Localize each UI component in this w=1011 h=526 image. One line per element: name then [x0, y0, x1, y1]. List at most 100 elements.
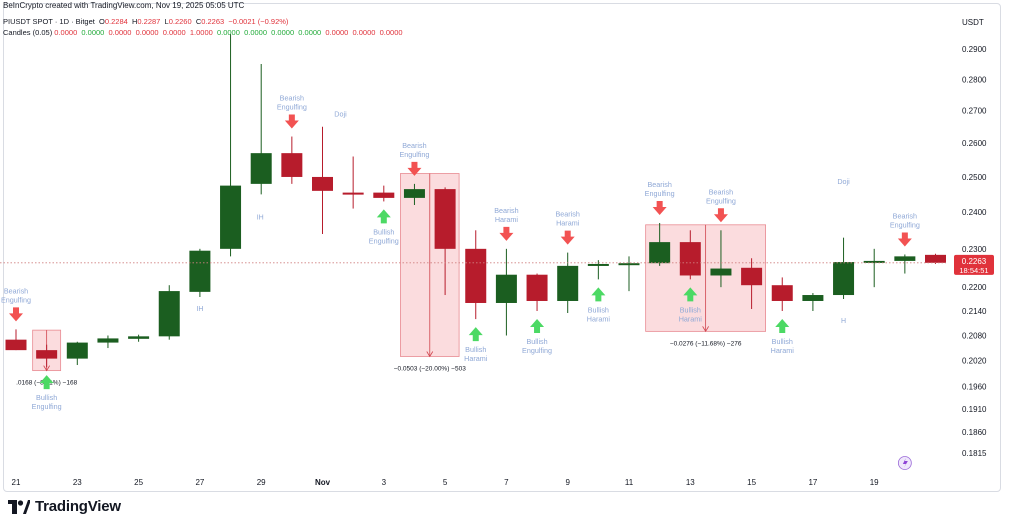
- pattern-label: Harami: [587, 314, 611, 323]
- pattern-label: Bearish: [647, 180, 671, 189]
- pattern-label: Engulfing: [399, 150, 429, 159]
- pattern-label: Bearish: [494, 206, 518, 215]
- pattern-label: Bullish: [526, 337, 547, 346]
- indicator-value: 0.0000: [81, 28, 109, 37]
- candle-body-up: [495, 274, 517, 303]
- y-tick-label: 0.1860: [962, 428, 987, 437]
- price-tag: [954, 254, 994, 275]
- indicator-value: 0.0000: [216, 28, 245, 37]
- pattern-label: Harami: [556, 219, 580, 228]
- candle-body-down: [342, 192, 364, 195]
- change-value: −0.0021 (−0.92%): [228, 17, 289, 26]
- pattern-label: Engulfing: [890, 220, 920, 229]
- y-tick-label: 0.2080: [962, 332, 987, 341]
- candle-body-down: [465, 248, 487, 303]
- x-tick-label: 25: [134, 478, 143, 487]
- y-tick-label: 0.2500: [962, 173, 987, 182]
- pattern-label: Bullish: [680, 305, 701, 314]
- high-value: 0.2287: [137, 17, 161, 26]
- y-tick-label: 0.2600: [962, 139, 987, 148]
- indicator-value: 0.0000: [298, 28, 326, 37]
- up-arrow-icon: [591, 287, 606, 302]
- pattern-label: Engulfing: [522, 346, 552, 355]
- y-tick-label: 0.2800: [962, 75, 987, 84]
- ohlc-line: PIUSDT SPOT · 1D · Bitget O0.2284 H0.228…: [3, 16, 407, 27]
- pattern-short-label: IH: [257, 214, 264, 221]
- up-arrow-icon: [376, 209, 391, 224]
- pattern-short-label: IH: [196, 306, 203, 313]
- indicator-label[interactable]: Candles (0.05): [3, 28, 53, 37]
- low-value: 0.2260: [168, 17, 192, 26]
- measurement-arrow-head: [702, 326, 709, 333]
- candle-body-up: [587, 263, 609, 266]
- candle-body-down: [679, 242, 701, 276]
- pattern-label: Harami: [495, 215, 519, 224]
- candle-body-up: [863, 260, 885, 263]
- pattern-label: Harami: [771, 346, 795, 355]
- x-tick-label: 23: [73, 478, 82, 487]
- indicator-value: 0.0000: [54, 28, 82, 37]
- y-tick-label: 0.2020: [962, 357, 987, 366]
- candle-body-down: [434, 189, 456, 249]
- candle-body-down: [36, 350, 58, 359]
- candle-body-down: [526, 274, 548, 301]
- lightning-icon-bolt: [902, 458, 908, 468]
- candle-body-up: [250, 153, 272, 184]
- x-tick-label: 13: [686, 478, 695, 487]
- indicator-line: Candles (0.05) 0.0000 0.0000 0.0000 0.00…: [3, 27, 407, 38]
- y-tick-label: 0.2900: [962, 45, 987, 54]
- candle-body-up: [66, 342, 88, 359]
- x-tick-label: 9: [565, 478, 570, 487]
- credit-text: BeInCrypto created with TradingView.com,…: [3, 1, 245, 10]
- low-label: L: [164, 17, 169, 26]
- indicator-value: 0.0000: [379, 28, 407, 37]
- candle-body-down: [373, 192, 395, 198]
- pattern-label: Bearish: [893, 211, 917, 220]
- y-tick-label: 0.2400: [962, 208, 987, 217]
- candle-body-up: [557, 265, 579, 301]
- candle-body-down: [312, 176, 333, 191]
- pattern-label: Doji: [837, 177, 850, 186]
- pattern-label: Engulfing: [369, 236, 399, 245]
- tradingview-logo: TradingView: [8, 498, 121, 515]
- y-tick-label: 0.2700: [962, 107, 987, 116]
- y-tick-label: 0.2300: [962, 245, 987, 254]
- pattern-label: Engulfing: [645, 189, 675, 198]
- pattern-label: Bearish: [280, 94, 304, 103]
- up-arrow-icon: [39, 375, 54, 390]
- down-arrow-icon: [897, 232, 912, 247]
- pattern-label: Harami: [679, 314, 703, 323]
- measurement-label: −0.0276 (−11.68%) −276: [670, 340, 742, 347]
- x-tick-label: 29: [257, 478, 266, 487]
- pattern-label: Bullish: [373, 227, 394, 236]
- candle-body-up: [894, 256, 916, 261]
- symbol-label[interactable]: PIUSDT SPOT · 1D · Bitget: [3, 17, 95, 26]
- candle-body-up: [97, 338, 119, 343]
- down-arrow-icon: [652, 200, 667, 215]
- pattern-label: Bearish: [4, 286, 28, 295]
- candle-body-up: [189, 250, 211, 292]
- x-tick-label: 27: [195, 478, 204, 487]
- open-label: O: [99, 17, 105, 26]
- pattern-label: Engulfing: [32, 402, 62, 411]
- x-tick-label: 5: [443, 478, 448, 487]
- measurement-label: −0.0503 (−20.00%) −503: [394, 365, 466, 372]
- indicator-value: 0.0000: [108, 28, 136, 37]
- x-tick-label: Nov: [315, 478, 331, 487]
- indicator-value: 1.0000: [189, 28, 217, 37]
- candle-body-up: [158, 291, 180, 337]
- pattern-label: Bearish: [709, 187, 733, 196]
- indicator-value: 0.0000: [162, 28, 190, 37]
- measurement-arrow-head: [426, 351, 434, 358]
- price-tag-countdown: 18:54:51: [959, 266, 988, 275]
- pattern-label: Engulfing: [1, 295, 31, 304]
- candle-body-up: [710, 268, 732, 276]
- x-tick-label: 7: [504, 478, 509, 487]
- down-arrow-icon: [713, 208, 728, 223]
- pattern-label: Engulfing: [277, 103, 307, 112]
- pattern-label: Bullish: [36, 393, 57, 402]
- up-arrow-icon: [775, 318, 790, 333]
- x-tick-label: 3: [382, 478, 387, 487]
- down-arrow-icon: [560, 230, 575, 245]
